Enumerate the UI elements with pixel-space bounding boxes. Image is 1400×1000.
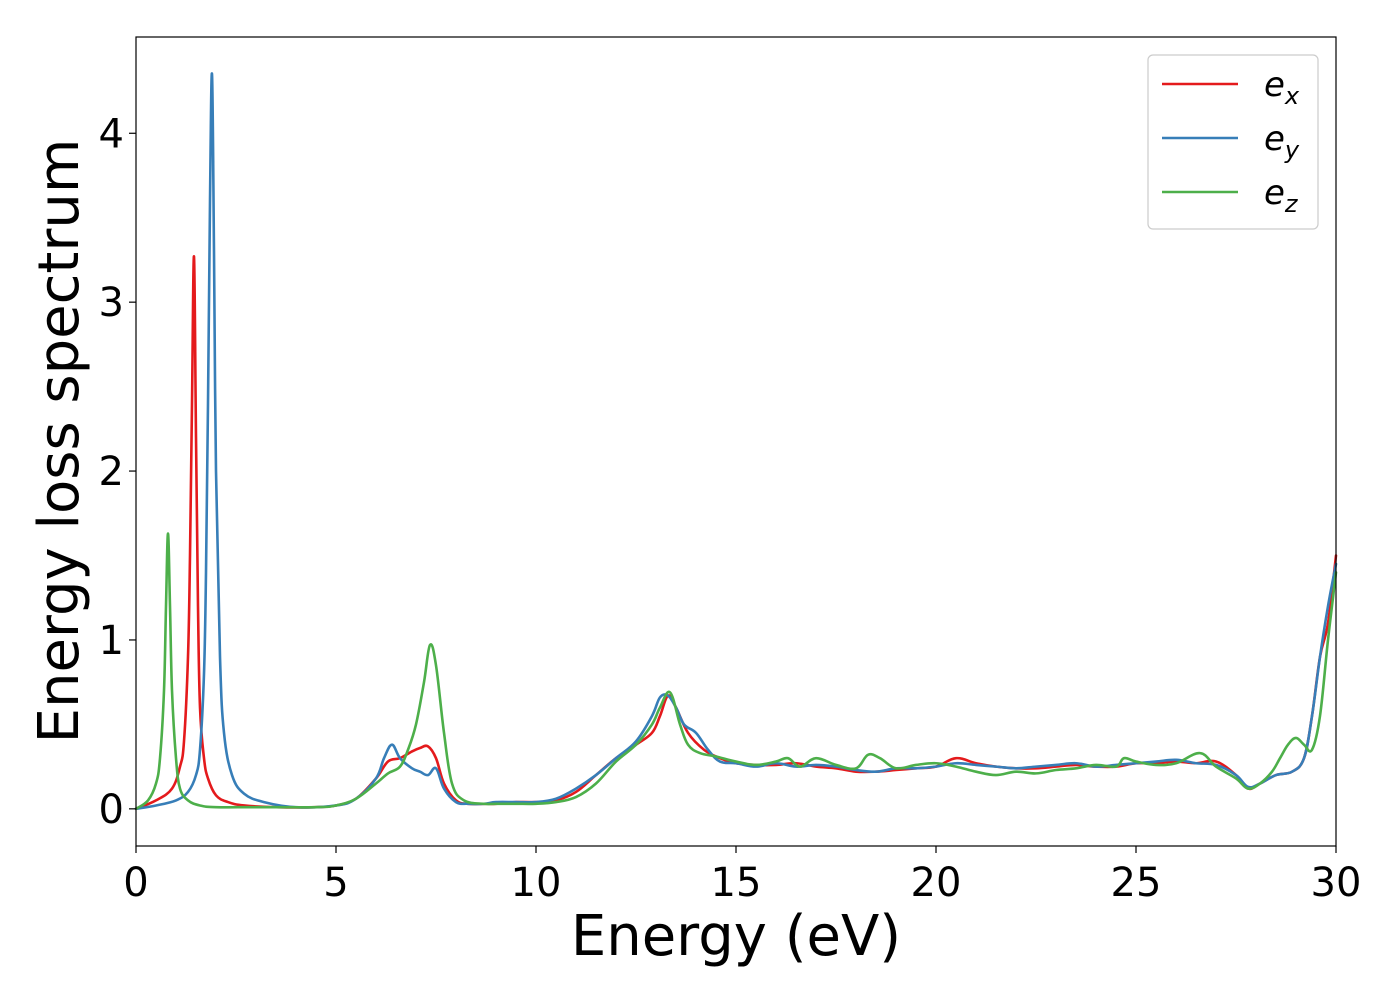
series-line-z xyxy=(134,532,1338,811)
legend-label-base: e xyxy=(1264,119,1285,159)
x-tick-label: 0 xyxy=(123,860,148,906)
legend-label-z: ez xyxy=(1264,173,1299,218)
y-tick-label: 0 xyxy=(99,787,124,833)
x-tick-label: 15 xyxy=(711,860,762,906)
legend-label-sub: x xyxy=(1284,82,1300,110)
legend-label-sub: z xyxy=(1284,190,1299,218)
x-axis-ticks: 0 5 10 15 20 25 30 xyxy=(123,846,1361,906)
plot-area xyxy=(136,37,1336,846)
x-tick-label: 25 xyxy=(1111,860,1162,906)
x-axis-title: Energy (eV) xyxy=(571,904,901,969)
legend-label-x: ex xyxy=(1264,65,1300,110)
series-line-y xyxy=(134,72,1338,811)
legend-label-sub: y xyxy=(1284,136,1300,164)
x-tick-label: 10 xyxy=(511,860,562,906)
y-tick-label: 4 xyxy=(99,111,124,157)
y-tick-label: 2 xyxy=(99,449,124,495)
y-axis-title: Energy loss spectrum xyxy=(27,139,92,744)
x-tick-label: 30 xyxy=(1311,860,1362,906)
y-tick-label: 1 xyxy=(99,618,124,664)
legend-label-base: e xyxy=(1264,65,1285,105)
x-tick-label: 5 xyxy=(323,860,348,906)
legend-box xyxy=(1147,54,1319,230)
y-tick-label: 3 xyxy=(99,280,124,326)
legend-label-y: ey xyxy=(1264,119,1300,164)
x-tick-label: 20 xyxy=(911,860,962,906)
y-axis-ticks: 0 1 2 3 4 xyxy=(99,111,136,833)
legend-label-base: e xyxy=(1264,173,1285,213)
series-layer xyxy=(134,72,1338,811)
